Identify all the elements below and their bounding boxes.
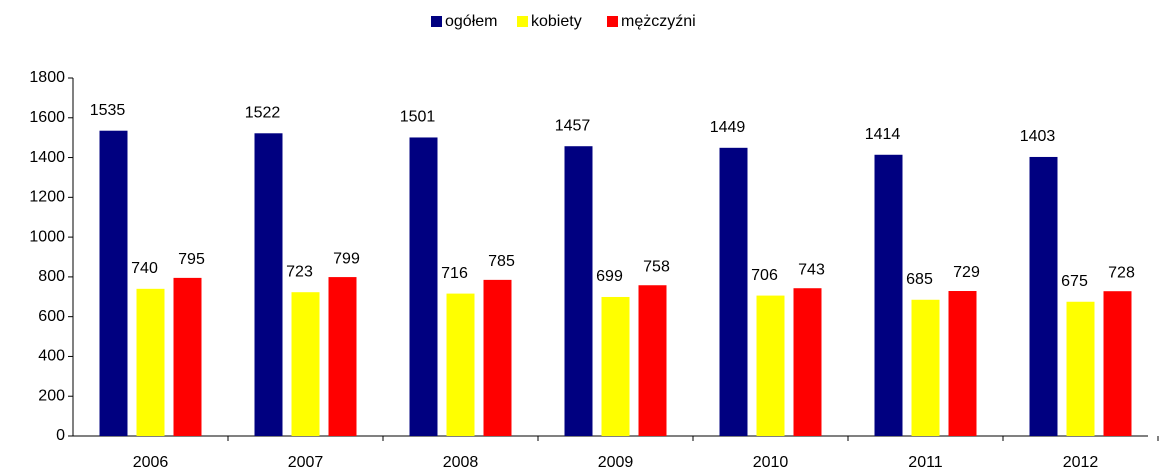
data-label: 743 bbox=[798, 261, 825, 278]
y-tick-label: 1200 bbox=[29, 189, 65, 206]
bar bbox=[564, 146, 593, 437]
y-tick-label: 0 bbox=[56, 427, 65, 444]
y-tick-label: 1000 bbox=[29, 228, 65, 245]
bar bbox=[254, 133, 283, 436]
bar bbox=[601, 296, 630, 436]
x-tick-label: 2007 bbox=[288, 454, 324, 471]
x-tick-label: 2010 bbox=[753, 454, 789, 471]
y-tick-label: 600 bbox=[38, 308, 65, 325]
bar bbox=[719, 147, 748, 436]
y-tick-label: 1800 bbox=[29, 69, 65, 86]
data-label: 699 bbox=[596, 268, 623, 285]
data-label: 758 bbox=[643, 258, 670, 275]
legend-label: mężczyźni bbox=[621, 13, 696, 30]
legend-swatch bbox=[517, 16, 528, 27]
legend-swatch bbox=[431, 16, 442, 27]
data-label: 1535 bbox=[90, 102, 126, 119]
bar bbox=[1103, 291, 1132, 436]
bar bbox=[911, 299, 940, 436]
data-label: 785 bbox=[488, 253, 515, 270]
data-label: 740 bbox=[131, 260, 158, 277]
bar bbox=[483, 279, 512, 436]
y-tick-label: 1600 bbox=[29, 109, 65, 126]
data-label: 799 bbox=[333, 250, 360, 267]
legend-label: ogółem bbox=[445, 13, 497, 30]
data-label: 1501 bbox=[400, 109, 436, 126]
y-tick-label: 200 bbox=[38, 387, 65, 404]
x-tick-label: 2011 bbox=[908, 454, 943, 471]
legend-swatch bbox=[607, 16, 618, 27]
data-label: 1414 bbox=[865, 126, 901, 143]
data-label: 1457 bbox=[555, 117, 591, 134]
data-label: 729 bbox=[953, 264, 980, 281]
x-tick-label: 2008 bbox=[443, 454, 479, 471]
bar bbox=[446, 293, 475, 436]
bar bbox=[874, 154, 903, 436]
bar bbox=[1029, 156, 1058, 436]
bar bbox=[756, 295, 785, 436]
bar bbox=[328, 277, 357, 436]
bar bbox=[1066, 301, 1095, 436]
bar bbox=[638, 285, 667, 436]
bar bbox=[409, 137, 438, 436]
legend-label: kobiety bbox=[531, 13, 582, 30]
bar bbox=[948, 291, 977, 436]
x-tick-label: 2006 bbox=[133, 454, 169, 471]
data-label: 1449 bbox=[710, 119, 746, 136]
data-label: 1522 bbox=[245, 105, 281, 122]
bar bbox=[291, 292, 320, 436]
x-tick-label: 2012 bbox=[1063, 454, 1099, 471]
bar bbox=[99, 130, 128, 436]
y-tick-label: 800 bbox=[38, 268, 65, 285]
data-label: 728 bbox=[1108, 264, 1135, 281]
bar bbox=[136, 288, 165, 436]
data-label: 706 bbox=[751, 267, 778, 284]
data-label: 675 bbox=[1061, 273, 1088, 290]
data-label: 685 bbox=[906, 271, 933, 288]
x-tick-label: 2009 bbox=[598, 454, 634, 471]
y-tick-label: 400 bbox=[38, 348, 65, 365]
data-label: 723 bbox=[286, 263, 313, 280]
data-label: 1403 bbox=[1020, 128, 1056, 145]
bar bbox=[173, 277, 202, 436]
bar bbox=[793, 288, 822, 436]
y-tick-label: 1400 bbox=[29, 149, 65, 166]
data-label: 795 bbox=[178, 251, 205, 268]
data-label: 716 bbox=[441, 265, 468, 282]
